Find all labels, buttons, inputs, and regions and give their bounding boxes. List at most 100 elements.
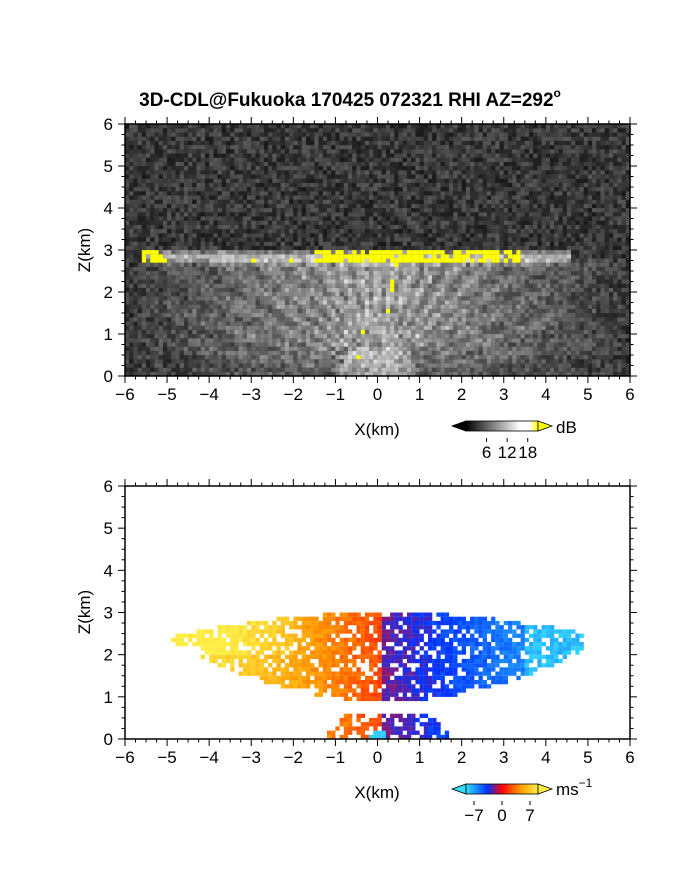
snr-cell [343, 220, 349, 225]
snr-cell [280, 350, 285, 356]
snr-cell [280, 359, 285, 364]
snr-cell [327, 350, 332, 356]
snr-cell [221, 262, 227, 267]
snr-cell [192, 237, 197, 242]
snr-cell [289, 342, 294, 347]
snr-cell [272, 191, 277, 196]
snr-cell [183, 304, 189, 309]
snr-cell [310, 124, 315, 129]
snr-cell [230, 237, 235, 242]
snr-cell [141, 334, 147, 339]
snr-cell [457, 124, 462, 129]
snr-cell [226, 292, 231, 297]
snr-cell [306, 363, 311, 368]
snr-cell [259, 342, 264, 347]
snr-cell [183, 132, 189, 137]
snr-cell [310, 153, 315, 158]
snr-cell [217, 296, 222, 301]
snr-cell [360, 338, 365, 343]
snr-cell [335, 359, 340, 364]
snr-cell [217, 191, 222, 196]
snr-cell [352, 275, 357, 280]
snr-cell [369, 342, 374, 347]
snr-cell [352, 300, 357, 305]
snr-cell [175, 325, 180, 330]
snr-cell [162, 283, 168, 288]
snr-cell [196, 283, 201, 288]
snr-cell [381, 174, 386, 179]
snr-cell [352, 271, 357, 276]
snr-cell [158, 191, 163, 196]
snr-cell [150, 346, 155, 351]
snr-cell [289, 199, 294, 204]
snr-cell [411, 266, 416, 272]
snr-cell [251, 136, 256, 141]
snr-cell [196, 350, 201, 356]
snr-cell [137, 325, 142, 330]
snr-cell [390, 296, 395, 301]
snr-cell [356, 334, 361, 339]
snr-cell [188, 229, 193, 234]
snr-cell [360, 334, 365, 339]
snr-cell [162, 149, 168, 154]
snr-cell [125, 262, 130, 267]
snr-cell [209, 161, 214, 167]
snr-cell [137, 317, 142, 322]
snr-cell [436, 254, 441, 259]
snr-cell [141, 355, 147, 360]
snr-cell [402, 170, 407, 175]
snr-cell [398, 325, 403, 330]
snr-cell [154, 124, 159, 129]
snr-cell [284, 182, 290, 188]
snr-cell [154, 262, 159, 267]
snr-cell [289, 321, 294, 326]
snr-cell [394, 296, 399, 301]
snr-cell [263, 237, 269, 242]
snr-cell [221, 292, 227, 297]
snr-cell [263, 325, 269, 330]
snr-cell [453, 271, 458, 276]
snr-cell [449, 195, 454, 200]
snr-cell [133, 220, 138, 225]
snr-cell [301, 321, 306, 326]
snr-cell [348, 153, 353, 158]
snr-cell [247, 308, 252, 314]
snr-cell [280, 199, 285, 204]
snr-cell [465, 182, 471, 188]
snr-cell [167, 220, 172, 225]
snr-cell [276, 371, 281, 377]
snr-cell [196, 161, 201, 167]
snr-cell [440, 174, 445, 179]
snr-cell [137, 220, 142, 225]
snr-cell [364, 250, 370, 255]
snr-cell [444, 237, 450, 242]
snr-cell [306, 350, 311, 356]
snr-cell [381, 283, 386, 288]
snr-cell [125, 338, 130, 343]
snr-cell [343, 283, 349, 288]
snr-cell [146, 216, 151, 221]
snr-cell [141, 140, 147, 146]
snr-cell [335, 199, 340, 204]
snr-cell [301, 136, 306, 141]
snr-cell [154, 195, 159, 200]
snr-cell [175, 271, 180, 276]
snr-cell [192, 124, 197, 129]
snr-cell [213, 313, 218, 318]
snr-cell [146, 254, 151, 259]
snr-cell [238, 342, 243, 347]
snr-cell [428, 350, 433, 356]
snr-cell [272, 145, 277, 150]
snr-cell [331, 275, 336, 280]
snr-cell [192, 136, 197, 141]
snr-cell [284, 367, 290, 372]
snr-cell [335, 321, 340, 326]
snr-cell [453, 371, 458, 377]
snr-cell [457, 233, 462, 238]
snr-cell [390, 132, 395, 137]
snr-cell [167, 271, 172, 276]
snr-cell [263, 216, 269, 221]
snr-cell [331, 174, 336, 179]
snr-cell [339, 145, 344, 150]
snr-cell [209, 241, 214, 246]
